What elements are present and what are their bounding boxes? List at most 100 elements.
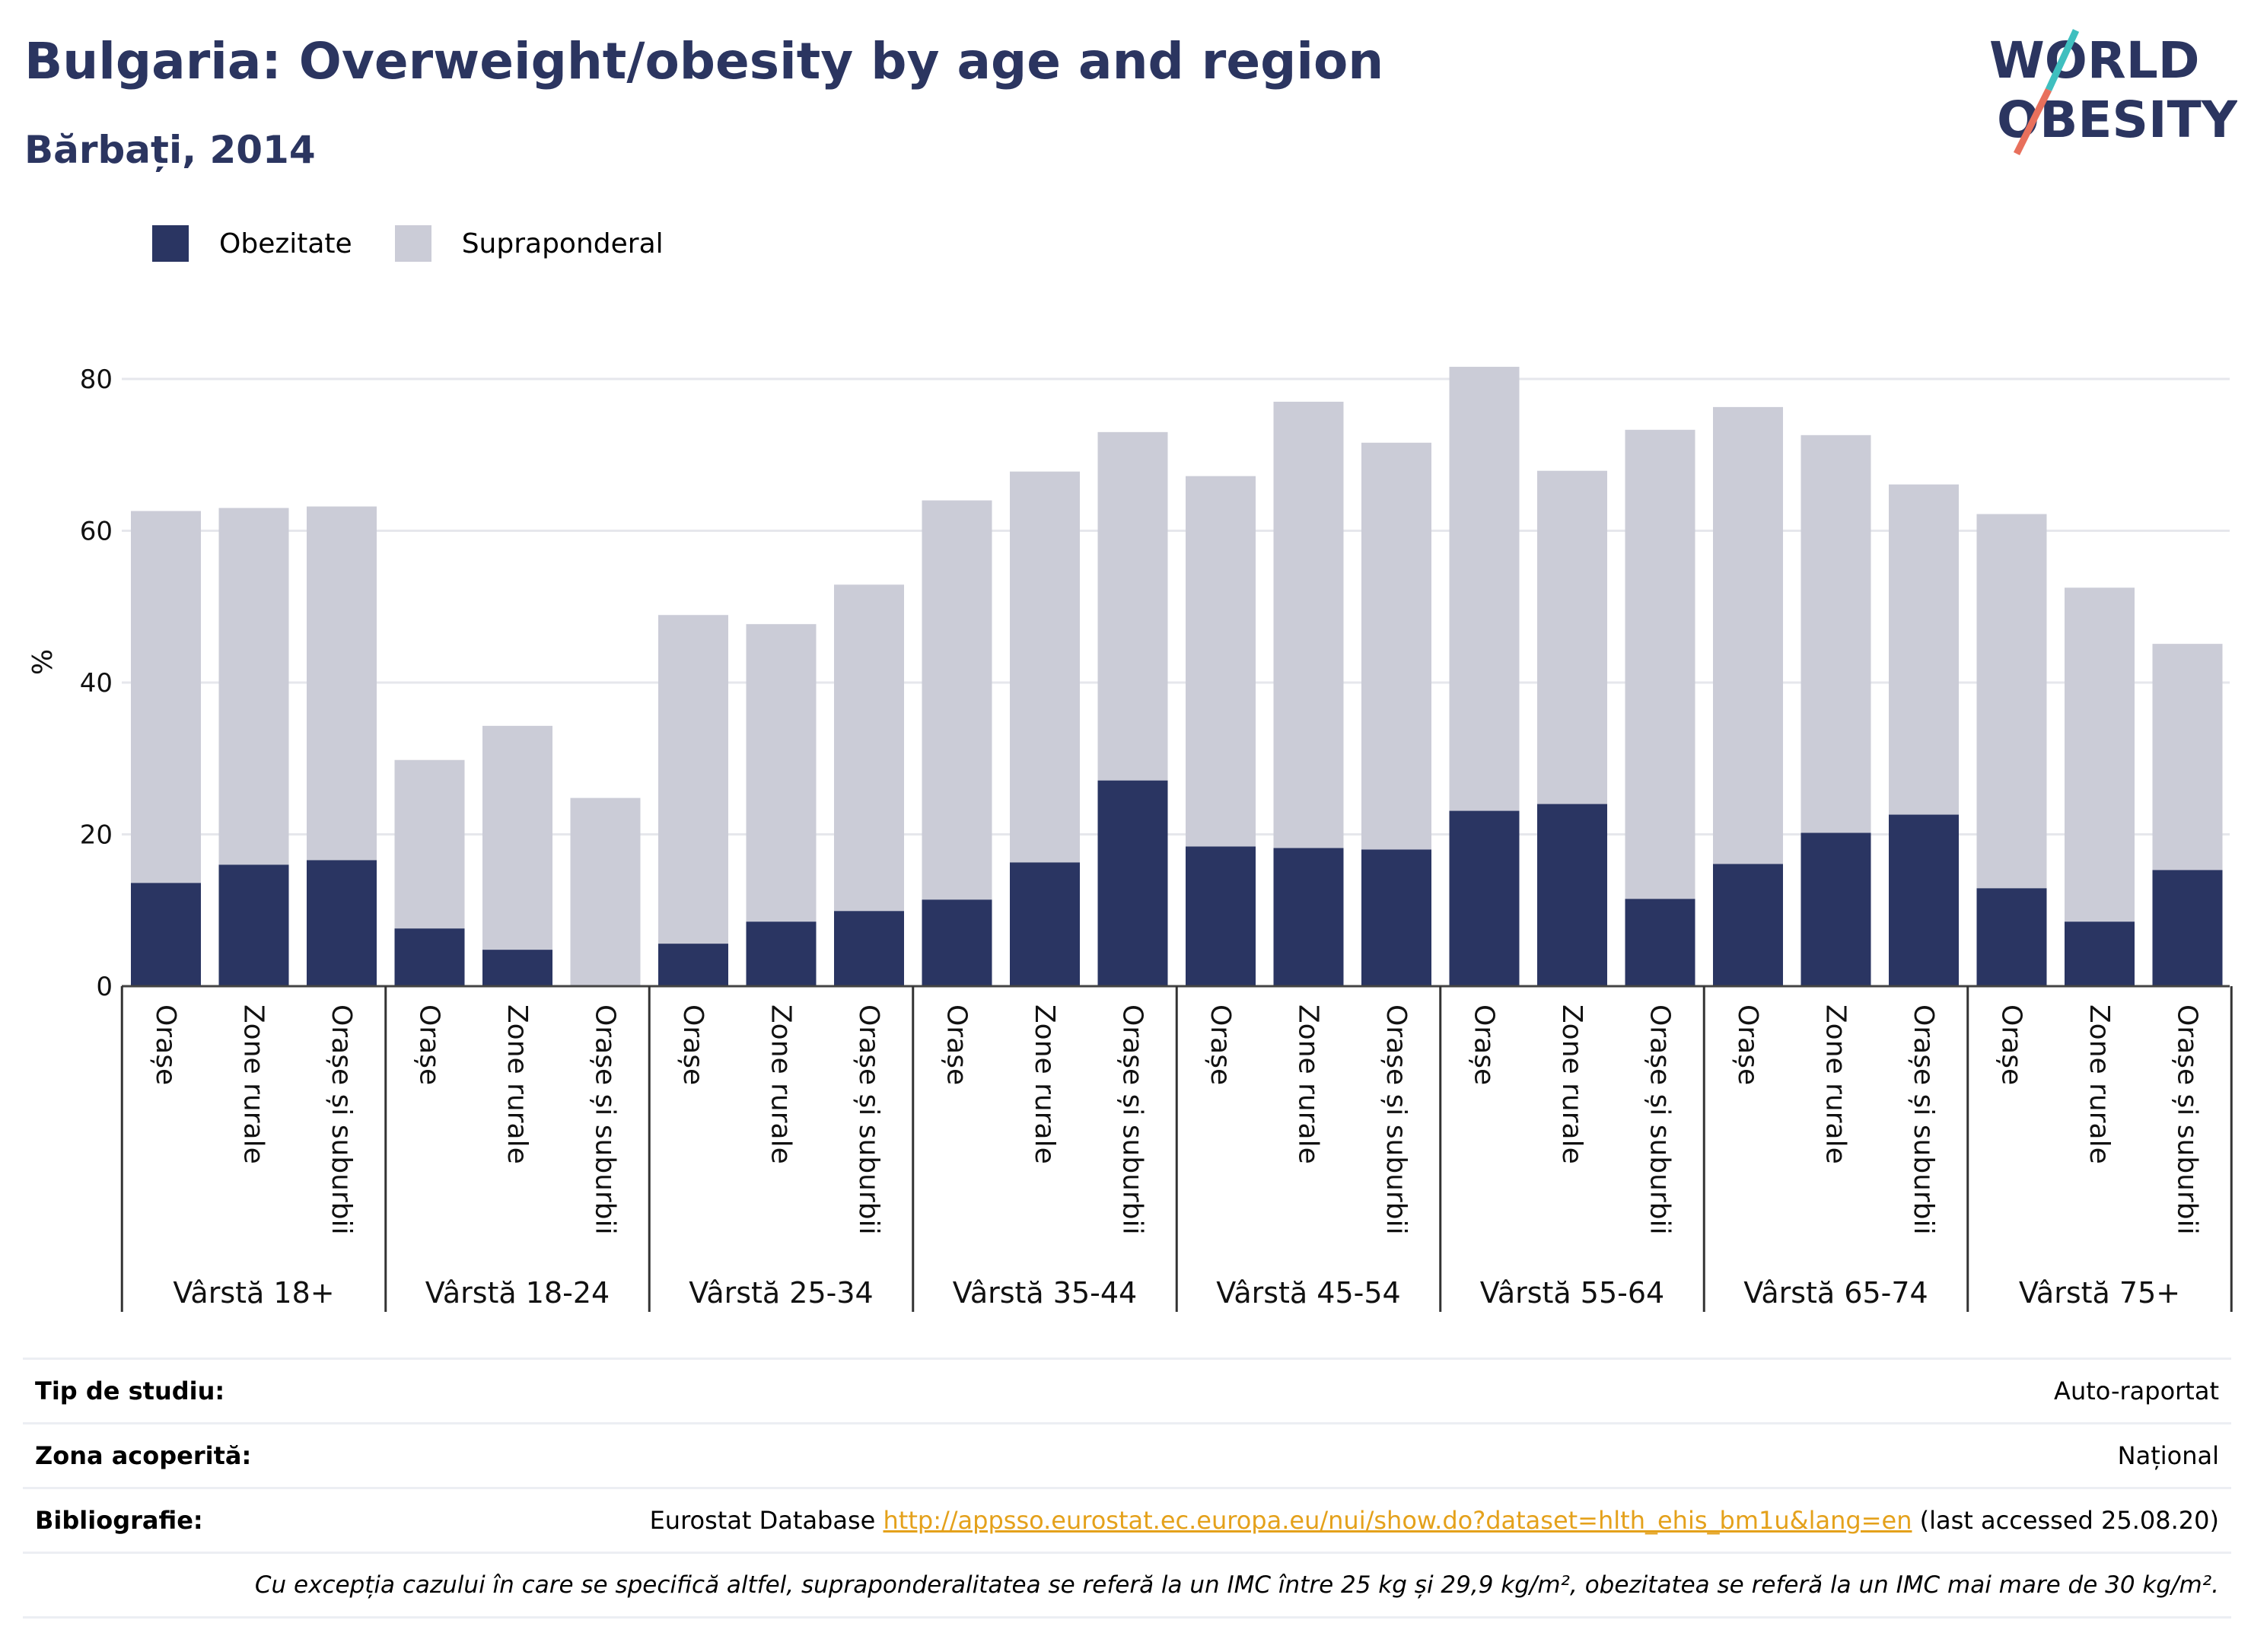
x-tick-label: Orașe (941, 1004, 973, 1085)
bar-obesity (1449, 810, 1520, 986)
group-label: Vârstă 35-44 (953, 1276, 1137, 1310)
group-label: Vârstă 25-34 (689, 1276, 873, 1310)
bar-obesity (218, 864, 289, 986)
y-axis-label: % (27, 649, 59, 675)
bar-overweight (307, 506, 377, 861)
study-type-value: Auto-raportat (2054, 1377, 2219, 1405)
coverage-value: Național (2117, 1441, 2219, 1470)
bar-obesity (2065, 921, 2135, 986)
x-tick-label: Zone rurale (1029, 1004, 1060, 1164)
x-tick-label: Orașe și suburbii (853, 1004, 884, 1235)
x-tick-label: Orașe și suburbii (590, 1004, 621, 1235)
bibliography-prefix: Eurostat Database (649, 1506, 876, 1535)
bar-obesity (482, 950, 552, 986)
bar-overweight (131, 511, 201, 883)
bar-overweight (1976, 514, 2047, 889)
bar-overweight (1800, 434, 1871, 833)
x-tick-label: Zone rurale (1820, 1004, 1851, 1164)
bar-overweight (1713, 406, 1783, 864)
bar-overweight (922, 500, 992, 900)
legend-item-obesity[interactable]: Obezitate (152, 225, 352, 262)
x-tick-label: Orașe (150, 1004, 181, 1085)
bar-overweight (1186, 476, 1256, 847)
x-tick-label: Zone rurale (1293, 1004, 1324, 1164)
y-tick-label: 0 (96, 972, 113, 1002)
logo-slash-teal (2045, 29, 2080, 91)
bar-overweight (1889, 484, 1959, 815)
y-tick-label: 20 (80, 820, 113, 851)
bar-overweight (2152, 644, 2223, 871)
x-tick-label: Orașe (414, 1004, 445, 1085)
legend-item-overweight[interactable]: Supraponderal (394, 225, 664, 262)
bar-overweight (482, 725, 552, 950)
x-tick-label: Orașe și suburbii (326, 1004, 357, 1235)
bar-obesity (1713, 864, 1783, 986)
x-tick-label: Zone rurale (766, 1004, 797, 1164)
bar-obesity (394, 928, 465, 986)
logo-text-world: WORLD (1989, 31, 2200, 90)
bar-overweight (1010, 471, 1080, 863)
chart-title: Bulgaria: Overweight/obesity by age and … (24, 32, 1384, 91)
bar-obesity (1361, 849, 1431, 986)
x-tick-label: Orașe (1996, 1004, 2027, 1085)
bar-obesity (834, 911, 904, 986)
bar-overweight (570, 797, 641, 986)
bar-overweight (394, 759, 465, 929)
bar-obesity (131, 883, 201, 986)
bar-overweight (1625, 429, 1695, 899)
x-tick-label: Orașe și suburbii (1117, 1004, 1148, 1235)
bar-obesity (2152, 870, 2223, 986)
bar-overweight (1537, 470, 1607, 804)
group-label: Vârstă 55-64 (1480, 1276, 1664, 1310)
chart-subtitle: Bărbați, 2014 (24, 128, 316, 172)
info-row-bibliography: Bibliografie: Eurostat Database http://a… (23, 1487, 2231, 1552)
y-tick-label: 80 (80, 364, 113, 395)
bar-obesity (1010, 862, 1080, 986)
bar-obesity (1273, 848, 1344, 986)
x-tick-label: Zone rurale (2084, 1004, 2115, 1164)
x-tick-label: Orașe și suburbii (1380, 1004, 1412, 1235)
y-tick-label: 40 (80, 668, 113, 699)
world-obesity-logo: WORLD OBESITY (1989, 29, 2237, 156)
bar-obesity (1186, 846, 1256, 986)
bar-overweight (1449, 367, 1520, 811)
bar-obesity (658, 944, 728, 986)
info-row-coverage: Zona acoperită: Național (23, 1422, 2231, 1487)
bibliography-link[interactable]: http://appsso.eurostat.ec.europa.eu/nui/… (883, 1506, 1912, 1535)
chart-legend: Obezitate Supraponderal (152, 225, 706, 262)
bar-overweight (658, 615, 728, 944)
definition-note: Cu excepția cazului în care se specifică… (23, 1552, 2231, 1619)
bar-obesity (1625, 899, 1695, 986)
legend-swatch-overweight (394, 225, 431, 262)
bar-overweight (1097, 431, 1168, 781)
logo-slash-coral (2013, 88, 2052, 156)
bar-overweight (834, 584, 904, 912)
legend-label-overweight: Supraponderal (461, 228, 664, 259)
bar-obesity (1800, 832, 1871, 986)
legend-swatch-obesity (152, 225, 189, 262)
bibliography-suffix: (last accessed 25.08.20) (1919, 1506, 2219, 1535)
bar-obesity (922, 899, 992, 986)
bar-overweight (1361, 442, 1431, 850)
y-tick-label: 60 (80, 517, 113, 547)
bar-obesity (1889, 814, 1959, 986)
x-tick-label: Orașe și suburbii (1908, 1004, 1939, 1235)
x-tick-label: Orașe (1732, 1004, 1763, 1085)
x-tick-label: Zone rurale (1556, 1004, 1587, 1164)
bibliography-value: Eurostat Database http://appsso.eurostat… (650, 1506, 2219, 1535)
bar-overweight (746, 624, 817, 922)
bar-obesity (1537, 804, 1607, 986)
group-label: Vârstă 18+ (173, 1276, 334, 1310)
legend-label-obesity: Obezitate (219, 228, 352, 259)
x-tick-label: Zone rurale (501, 1004, 533, 1164)
x-tick-label: Orașe și suburbii (2172, 1004, 2203, 1235)
x-tick-label: Zone rurale (238, 1004, 269, 1164)
bar-overweight (218, 508, 289, 865)
bar-overweight (2065, 587, 2135, 922)
group-label: Vârstă 65-74 (1743, 1276, 1928, 1310)
x-tick-label: Orașe (677, 1004, 708, 1085)
group-label: Vârstă 75+ (2019, 1276, 2180, 1310)
bibliography-label: Bibliografie: (35, 1506, 203, 1535)
group-label: Vârstă 18-24 (425, 1276, 610, 1310)
info-table: Tip de studiu: Auto-raportat Zona acoper… (23, 1358, 2231, 1619)
